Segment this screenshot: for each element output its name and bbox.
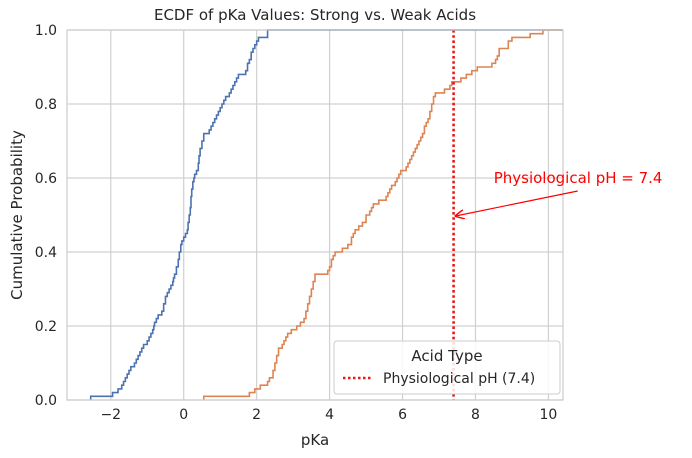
y-tick-label: 0.0 bbox=[35, 393, 57, 409]
y-tick-labels: 0.0 0.2 0.4 0.6 0.8 1.0 bbox=[35, 23, 57, 409]
series-layer bbox=[89, 29, 563, 400]
legend-title: Acid Type bbox=[411, 347, 482, 365]
x-tick-label: 6 bbox=[398, 407, 407, 423]
x-tick-label: −2 bbox=[100, 407, 121, 423]
y-tick-label: 0.2 bbox=[35, 319, 57, 335]
ecdf-series-2 bbox=[202, 29, 563, 400]
y-tick-label: 1.0 bbox=[35, 23, 57, 39]
annotation-arrow bbox=[456, 190, 578, 216]
x-tick-label: 10 bbox=[539, 407, 557, 423]
legend-box bbox=[333, 340, 561, 395]
ecdf-series-1 bbox=[89, 29, 563, 400]
x-tick-label: 0 bbox=[179, 407, 188, 423]
annotation-text: Physiological pH = 7.4 bbox=[494, 169, 663, 187]
y-axis-label: Cumulative Probability bbox=[8, 130, 26, 300]
x-tick-label: 2 bbox=[252, 407, 261, 423]
legend-label-physiological-ph: Physiological pH (7.4) bbox=[383, 371, 535, 387]
y-tick-label: 0.8 bbox=[35, 97, 57, 113]
legend: Acid Type Physiological pH (7.4) bbox=[333, 340, 561, 395]
annotation: Physiological pH = 7.4 bbox=[456, 169, 663, 216]
y-tick-label: 0.4 bbox=[35, 245, 57, 261]
plot-frame bbox=[66, 29, 564, 401]
x-tick-labels: −2 0 2 4 6 8 10 bbox=[100, 407, 557, 423]
chart-title: ECDF of pKa Values: Strong vs. Weak Acid… bbox=[154, 6, 476, 24]
x-tick-label: 8 bbox=[471, 407, 480, 423]
y-tick-label: 0.6 bbox=[35, 171, 57, 187]
x-axis-label: pKa bbox=[301, 431, 329, 449]
x-tick-label: 4 bbox=[325, 407, 334, 423]
